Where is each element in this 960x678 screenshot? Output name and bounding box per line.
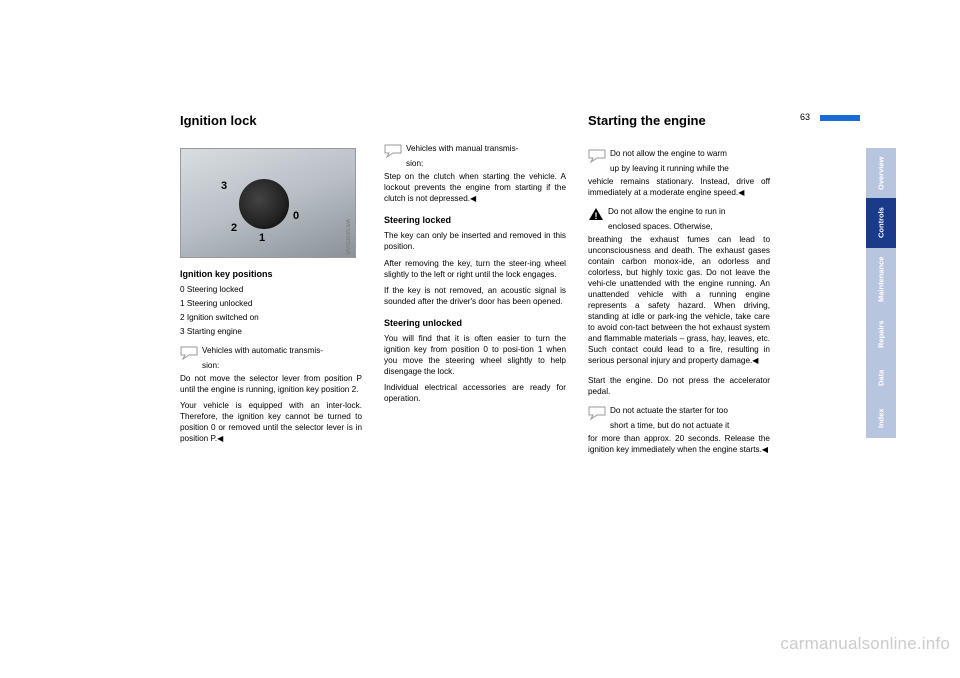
list-item: 1 Steering unlocked <box>180 298 362 309</box>
body-text: After removing the key, turn the steer-i… <box>384 258 566 280</box>
body-text: If the key is not removed, an acoustic s… <box>384 285 566 307</box>
note-body: Step on the clutch when starting the veh… <box>384 171 566 204</box>
ignition-lock-illustration: 3 2 1 0 MV013006CMA <box>180 148 356 258</box>
ignition-dial <box>239 179 289 229</box>
body-text: Start the engine. Do not press the accel… <box>588 375 770 397</box>
note-body: vehicle remains stationary. Instead, dri… <box>588 176 770 198</box>
note-icon <box>588 406 606 420</box>
note-text: sion: <box>406 159 423 168</box>
subheading-steering-unlocked: Steering unlocked <box>384 317 566 329</box>
note-text: Do not actuate the starter for too <box>610 406 728 415</box>
warn-text: enclosed spaces. Otherwise, <box>608 222 713 231</box>
note-text: Do not allow the engine to warm <box>610 149 727 158</box>
column-2: Vehicles with manual transmis- sion: Ste… <box>384 112 566 460</box>
note-text: sion: <box>202 361 219 370</box>
body-text: Individual electrical accessories are re… <box>384 382 566 404</box>
label-1: 1 <box>259 231 265 246</box>
tab-repairs[interactable]: Repairs <box>866 310 896 358</box>
warning-icon: ! <box>588 207 604 221</box>
note-text: up by leaving it running while the <box>610 164 729 173</box>
page-marker-bar <box>820 115 860 121</box>
label-2: 2 <box>231 221 237 236</box>
note-manual-transmission: Vehicles with manual transmis- sion: Ste… <box>384 143 566 204</box>
subheading-steering-locked: Steering locked <box>384 214 566 226</box>
note-body: Your vehicle is equipped with an inter-l… <box>180 400 362 444</box>
warn-text: Do not allow the engine to run in <box>608 207 725 216</box>
tab-data[interactable]: Data <box>866 358 896 398</box>
subheading-key-positions: Ignition key positions <box>180 268 362 280</box>
note-icon <box>588 149 606 163</box>
svg-text:!: ! <box>595 211 598 221</box>
body-text: You will find that it is often easier to… <box>384 333 566 377</box>
label-0: 0 <box>293 209 299 224</box>
note-starter: Do not actuate the starter for too short… <box>588 405 770 455</box>
watermark: carmanualsonline.info <box>780 634 950 654</box>
column-1: Ignition lock 3 2 1 0 MV013006CMA Igniti… <box>180 112 362 460</box>
list-item: 0 Steering locked <box>180 284 362 295</box>
note-body: for more than approx. 20 seconds. Releas… <box>588 433 770 455</box>
heading-starting-engine: Starting the engine <box>588 112 770 130</box>
note-text: Vehicles with manual transmis- <box>406 144 518 153</box>
tab-index[interactable]: Index <box>866 398 896 438</box>
list-item: 3 Starting engine <box>180 326 362 337</box>
key-position-list: 0 Steering locked 1 Steering unlocked 2 … <box>180 284 362 337</box>
section-tabs: OverviewControlsMaintenanceRepairsDataIn… <box>866 148 896 438</box>
heading-ignition-lock: Ignition lock <box>180 112 362 130</box>
note-text: Vehicles with automatic transmis- <box>202 346 323 355</box>
body-text: The key can only be inserted and removed… <box>384 230 566 252</box>
page-number: 63 <box>800 112 810 122</box>
warn-body: breathing the exhaust fumes can lead to … <box>588 234 770 367</box>
note-auto-transmission: Vehicles with automatic transmis- sion: … <box>180 345 362 444</box>
tab-controls[interactable]: Controls <box>866 198 896 248</box>
label-3: 3 <box>221 179 227 194</box>
note-warmup: Do not allow the engine to warm up by le… <box>588 148 770 198</box>
note-icon <box>180 346 198 360</box>
list-item: 2 Ignition switched on <box>180 312 362 323</box>
image-code: MV013006CMA <box>346 219 353 254</box>
note-icon <box>384 144 402 158</box>
note-text: short a time, but do not actuate it <box>610 421 729 430</box>
tab-maintenance[interactable]: Maintenance <box>866 248 896 310</box>
warning-exhaust: ! Do not allow the engine to run in encl… <box>588 206 770 367</box>
column-3: Starting the engine Do not allow the eng… <box>588 112 770 460</box>
note-body: Do not move the selector lever from posi… <box>180 373 362 395</box>
tab-overview[interactable]: Overview <box>866 148 896 198</box>
manual-page: Ignition lock 3 2 1 0 MV013006CMA Igniti… <box>0 0 960 460</box>
